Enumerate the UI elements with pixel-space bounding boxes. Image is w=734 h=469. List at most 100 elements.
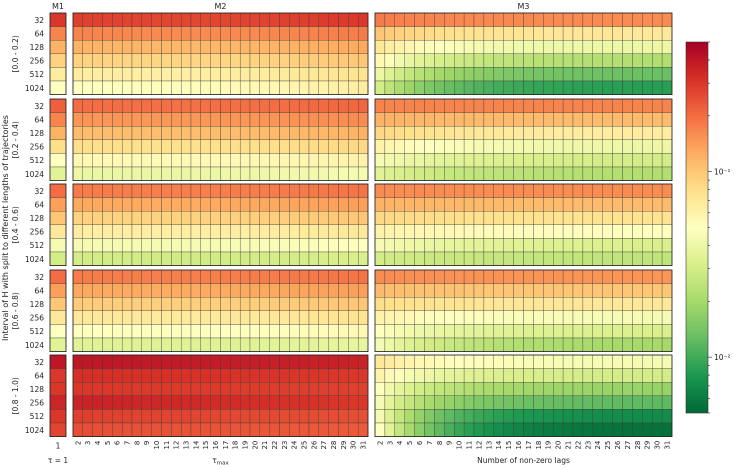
heatmap-cell xyxy=(357,354,369,369)
heatmap-cell xyxy=(533,354,544,369)
heatmap-cell xyxy=(493,368,504,383)
heatmap-cell xyxy=(463,224,475,239)
heatmap-cell xyxy=(463,126,475,140)
heatmap-cell xyxy=(493,251,504,266)
heatmap-cell xyxy=(503,224,514,239)
heatmap-cell xyxy=(523,251,534,266)
heatmap-cell xyxy=(298,211,310,225)
heatmap-cell xyxy=(151,297,162,311)
heatmap-cell xyxy=(249,283,261,298)
heatmap-cell xyxy=(112,98,123,113)
heatmap-cell xyxy=(652,197,663,212)
heatmap-cell xyxy=(348,269,359,284)
heatmap-cell xyxy=(141,395,152,410)
heatmap-cell xyxy=(210,183,221,198)
heatmap-cell xyxy=(121,26,133,41)
heatmap-cell xyxy=(483,310,494,325)
heatmap-cell xyxy=(384,251,395,266)
heatmap-cell xyxy=(102,324,113,339)
heatmap-cell xyxy=(298,269,310,284)
heatmap-cell xyxy=(543,382,554,396)
heatmap-cell xyxy=(404,422,415,437)
heatmap-cell xyxy=(131,166,143,181)
heatmap-cell xyxy=(523,166,534,181)
heatmap-cell xyxy=(279,126,290,140)
heatmap-cell xyxy=(652,269,663,284)
x-tick-label: 16 xyxy=(212,440,220,449)
heatmap-cell xyxy=(374,251,386,266)
heatmap-cell xyxy=(338,283,349,298)
heatmap-cell xyxy=(200,324,211,339)
row-label-length: 1024 xyxy=(25,170,44,179)
heatmap-cell xyxy=(279,238,290,253)
heatmap-cell xyxy=(632,337,643,352)
heatmap-cell xyxy=(483,382,494,396)
heatmap-cell xyxy=(338,395,349,410)
heatmap-cell xyxy=(612,310,623,325)
heatmap-cell xyxy=(632,197,643,212)
heatmap-cell xyxy=(249,53,261,68)
row-label-length: 32 xyxy=(34,102,44,111)
heatmap-cell xyxy=(592,126,603,140)
heatmap-cell xyxy=(289,409,300,424)
heatmap-cell xyxy=(572,197,584,212)
heatmap-cell xyxy=(308,139,320,154)
heatmap-cell xyxy=(384,337,395,352)
heatmap-cell xyxy=(210,422,221,437)
heatmap-cell xyxy=(473,409,485,424)
heatmap-cell xyxy=(161,368,172,383)
row-label-length: 256 xyxy=(30,57,45,66)
heatmap-cell xyxy=(572,40,584,54)
heatmap-cell xyxy=(230,211,241,225)
heatmap-cell xyxy=(582,139,593,154)
heatmap-cell xyxy=(318,422,329,437)
heatmap-cell xyxy=(298,224,310,239)
heatmap-cell xyxy=(161,337,172,352)
heatmap-cell xyxy=(171,269,182,284)
heatmap-cell xyxy=(121,395,133,410)
heatmap-cell xyxy=(553,139,564,154)
heatmap-cell xyxy=(161,324,172,339)
heatmap-cell xyxy=(161,354,172,369)
heatmap-cell xyxy=(513,80,524,95)
heatmap-cell xyxy=(582,238,593,253)
heatmap-cell xyxy=(131,211,143,225)
heatmap-cell xyxy=(562,53,574,68)
heatmap-cell xyxy=(328,422,339,437)
heatmap-cell xyxy=(298,139,310,154)
heatmap-cell xyxy=(652,153,663,168)
heatmap-cell xyxy=(463,368,475,383)
heatmap-cell xyxy=(279,12,290,27)
heatmap-cell xyxy=(308,183,320,198)
x-tick-label: 22 xyxy=(574,441,582,450)
heatmap-cell xyxy=(384,153,395,168)
heatmap-cell xyxy=(289,337,300,352)
heatmap-cell xyxy=(622,67,633,82)
heatmap-cell xyxy=(151,409,162,424)
heatmap-cell xyxy=(394,126,405,140)
heatmap-cell xyxy=(661,126,673,140)
heatmap-cell xyxy=(180,283,192,298)
heatmap-cell xyxy=(289,112,300,127)
heatmap-cell xyxy=(239,211,251,225)
heatmap-cell xyxy=(279,368,290,383)
heatmap-cell xyxy=(493,67,504,82)
heatmap-cell xyxy=(289,324,300,339)
x-tick-label: 21 xyxy=(261,441,269,450)
heatmap-cell xyxy=(622,395,633,410)
heatmap-cell xyxy=(503,139,514,154)
heatmap-cell xyxy=(434,269,445,284)
heatmap-cell xyxy=(49,224,67,239)
heatmap-cell xyxy=(582,80,593,95)
heatmap-cell xyxy=(92,422,103,437)
heatmap-cell xyxy=(92,269,103,284)
heatmap-cell xyxy=(279,310,290,325)
heatmap-cell xyxy=(338,382,349,396)
heatmap-cell xyxy=(454,53,465,68)
heatmap-cell xyxy=(503,211,514,225)
heatmap-cell xyxy=(553,224,564,239)
heatmap-cell xyxy=(612,409,623,424)
heatmap-cell xyxy=(338,139,349,154)
heatmap-cell xyxy=(553,40,564,54)
heatmap-cell xyxy=(523,310,534,325)
